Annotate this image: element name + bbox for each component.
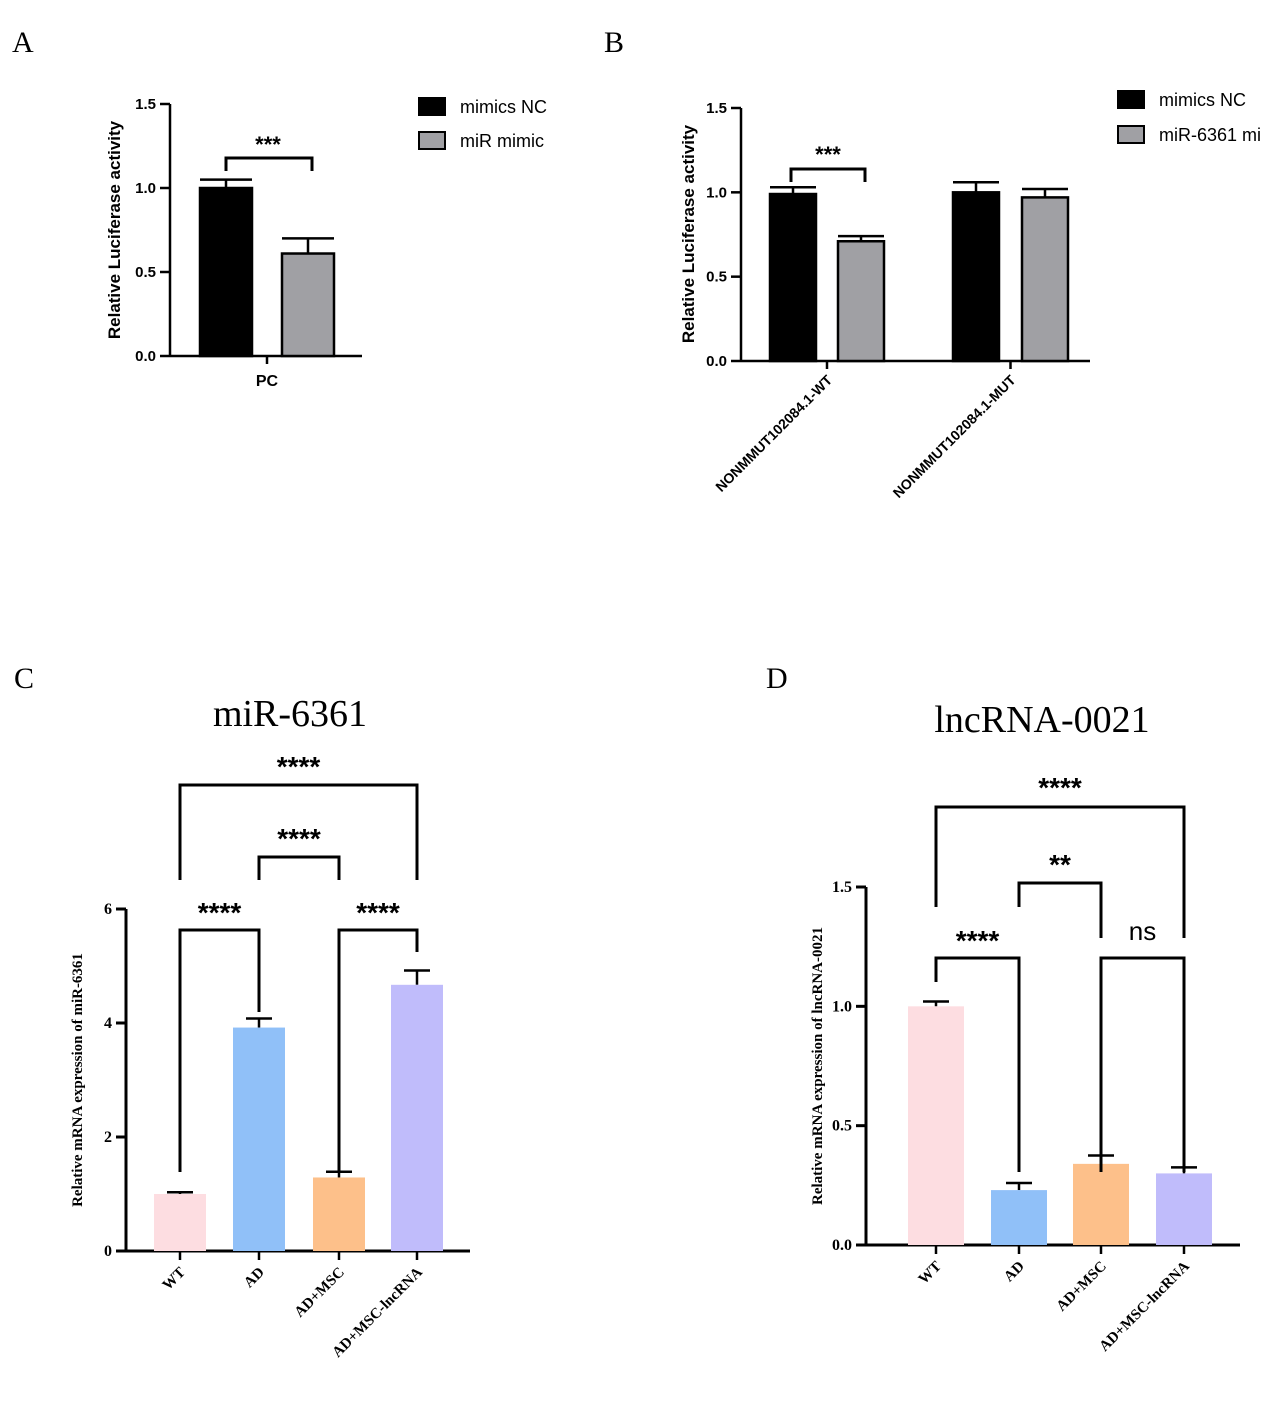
chart-c-ytick-label: 4 (104, 1015, 112, 1032)
chart-a-ylabel: Relative Luciferase activity (105, 120, 124, 339)
chart-d-sig-bracket (1017, 881, 1103, 938)
chart-c-bar-wt (154, 1194, 206, 1251)
panel-letter-a: A (12, 26, 34, 59)
chart-d-sig-bracket (934, 956, 1021, 1172)
chart-d-bar-ad (991, 1190, 1047, 1245)
chart-d-ytick-label: 1.5 (832, 879, 852, 896)
chart-c-sig-label: **** (277, 823, 321, 854)
chart-a-ytick-label: 0.0 (135, 348, 156, 365)
chart-c-sig-bracket (178, 928, 261, 1172)
chart-b-bar-mir-6361-wt (836, 239, 886, 363)
chart-d-sig-label: ns (1129, 916, 1156, 946)
chart-d-sig-label: **** (1038, 772, 1082, 803)
chart-d-title: lncRNA-0021 (934, 699, 1149, 741)
chart-c-sig-label: **** (356, 897, 400, 928)
chart-d-xtick-label: WT (916, 1259, 945, 1288)
chart-b-ytick-label: 0.0 (706, 353, 727, 370)
chart-c-bar-ad-msc (313, 1177, 365, 1251)
chart-c-ytick-label: 6 (104, 901, 112, 918)
chart-d-xtick-label: AD (1001, 1258, 1028, 1285)
chart-a-sig-label: *** (255, 132, 281, 157)
chart-c-sig-bracket (178, 783, 419, 880)
chart-b-xtick-label: NONMMUT102084.1-WT (712, 371, 835, 494)
chart-c-sig-label: **** (277, 751, 321, 782)
legend-b-label-mir-6361: miR-6361 mi (1159, 125, 1261, 145)
chart-d-bar-ad-msc-lncrna (1156, 1173, 1212, 1245)
chart-a-bar-mir-mimic (280, 252, 336, 358)
chart-b: 0.0 0.5 1.0 1.5 NONMMUT102084.1-WT NONMMUT102… (706, 100, 1090, 501)
legend-a-swatch-mir-mimic (418, 131, 446, 150)
chart-c-bar-ad (233, 1027, 285, 1251)
chart-d-ytick-label: 0.5 (832, 1118, 852, 1135)
chart-c-sig-label: **** (198, 897, 242, 928)
chart-d-bar-ad-msc (1073, 1163, 1129, 1245)
chart-d-xtick-label: AD+MSC (1054, 1259, 1110, 1315)
chart-c-xtick-label: WT (160, 1265, 189, 1294)
legend-a-label-mimics-nc: mimics NC (460, 97, 547, 117)
chart-a-sig-bracket (224, 156, 314, 171)
chart-a: 0.0 0.5 1.0 1.5 PC *** (135, 96, 362, 390)
chart-a-ytick-label: 0.5 (135, 264, 156, 281)
chart-b-bar-mimics-nc-mut (951, 191, 1001, 363)
panel-letter-d: D (766, 662, 788, 695)
chart-d: 0.00.51.01.5WT AD AD+MSCAD+MSC-lncRNA*****… (832, 772, 1240, 1355)
chart-d-xtick-label: AD+MSC-lncRNA (1097, 1258, 1193, 1354)
chart-b-ytick-label: 0.5 (706, 269, 727, 286)
legend-a-label-mir-mimic: miR mimic (460, 131, 544, 151)
chart-c-sig-bracket (257, 855, 341, 880)
chart-c-ytick-label: 0 (104, 1243, 112, 1260)
chart-d-sig-bracket (934, 805, 1186, 938)
chart-d-ylabel: Relative mRNA expression of lncRNA-0021 (810, 927, 826, 1205)
chart-d-sig-label: ** (1049, 849, 1071, 880)
legend-b-swatch-mimics-nc (1117, 90, 1145, 109)
chart-c-bar-ad-msc-lncrna (391, 984, 443, 1251)
panel-letter-b: B (604, 26, 624, 59)
chart-b-ytick-label: 1.0 (706, 184, 727, 201)
chart-a-xtick-label: PC (256, 373, 279, 390)
chart-d-ytick-label: 1.0 (832, 998, 852, 1015)
legend-b-label-mimics-nc: mimics NC (1159, 90, 1246, 110)
panel-letter-c: C (14, 662, 34, 695)
chart-a-bar-mimics-nc (198, 186, 254, 358)
chart-a-ytick-label: 1.0 (135, 180, 156, 197)
chart-c-xtick-label: AD (241, 1264, 268, 1291)
chart-b-ylabel: Relative Luciferase activity (679, 124, 698, 343)
chart-c-sig-bracket (337, 928, 419, 1172)
chart-c-ytick-label: 2 (104, 1129, 112, 1146)
chart-d-sig-bracket (1099, 956, 1186, 1172)
chart-b-bar-mir-6361-mut (1020, 196, 1070, 363)
legend-a-swatch-mimics-nc (418, 97, 446, 116)
chart-c-ylabel: Relative mRNA expression of miR-6361 (70, 953, 86, 1207)
chart-b-xtick-label: NONMMUT102084.1-MUT (890, 371, 1019, 500)
chart-b-sig-bracket (789, 167, 867, 182)
chart-b-sig-label: *** (815, 142, 841, 167)
chart-a-ytick-label: 1.5 (135, 96, 156, 113)
chart-d-bar-wt (908, 1006, 964, 1245)
legend-b-swatch-mir-6361 (1117, 125, 1145, 144)
chart-c-xtick-label: AD+MSC (292, 1265, 348, 1321)
chart-d-ytick-label: 0.0 (832, 1237, 852, 1254)
chart-c-title: miR-6361 (213, 693, 367, 735)
chart-b-ytick-label: 1.5 (706, 100, 727, 117)
chart-d-sig-label: **** (956, 925, 1000, 956)
chart-b-bar-mimics-nc-wt (768, 192, 818, 363)
